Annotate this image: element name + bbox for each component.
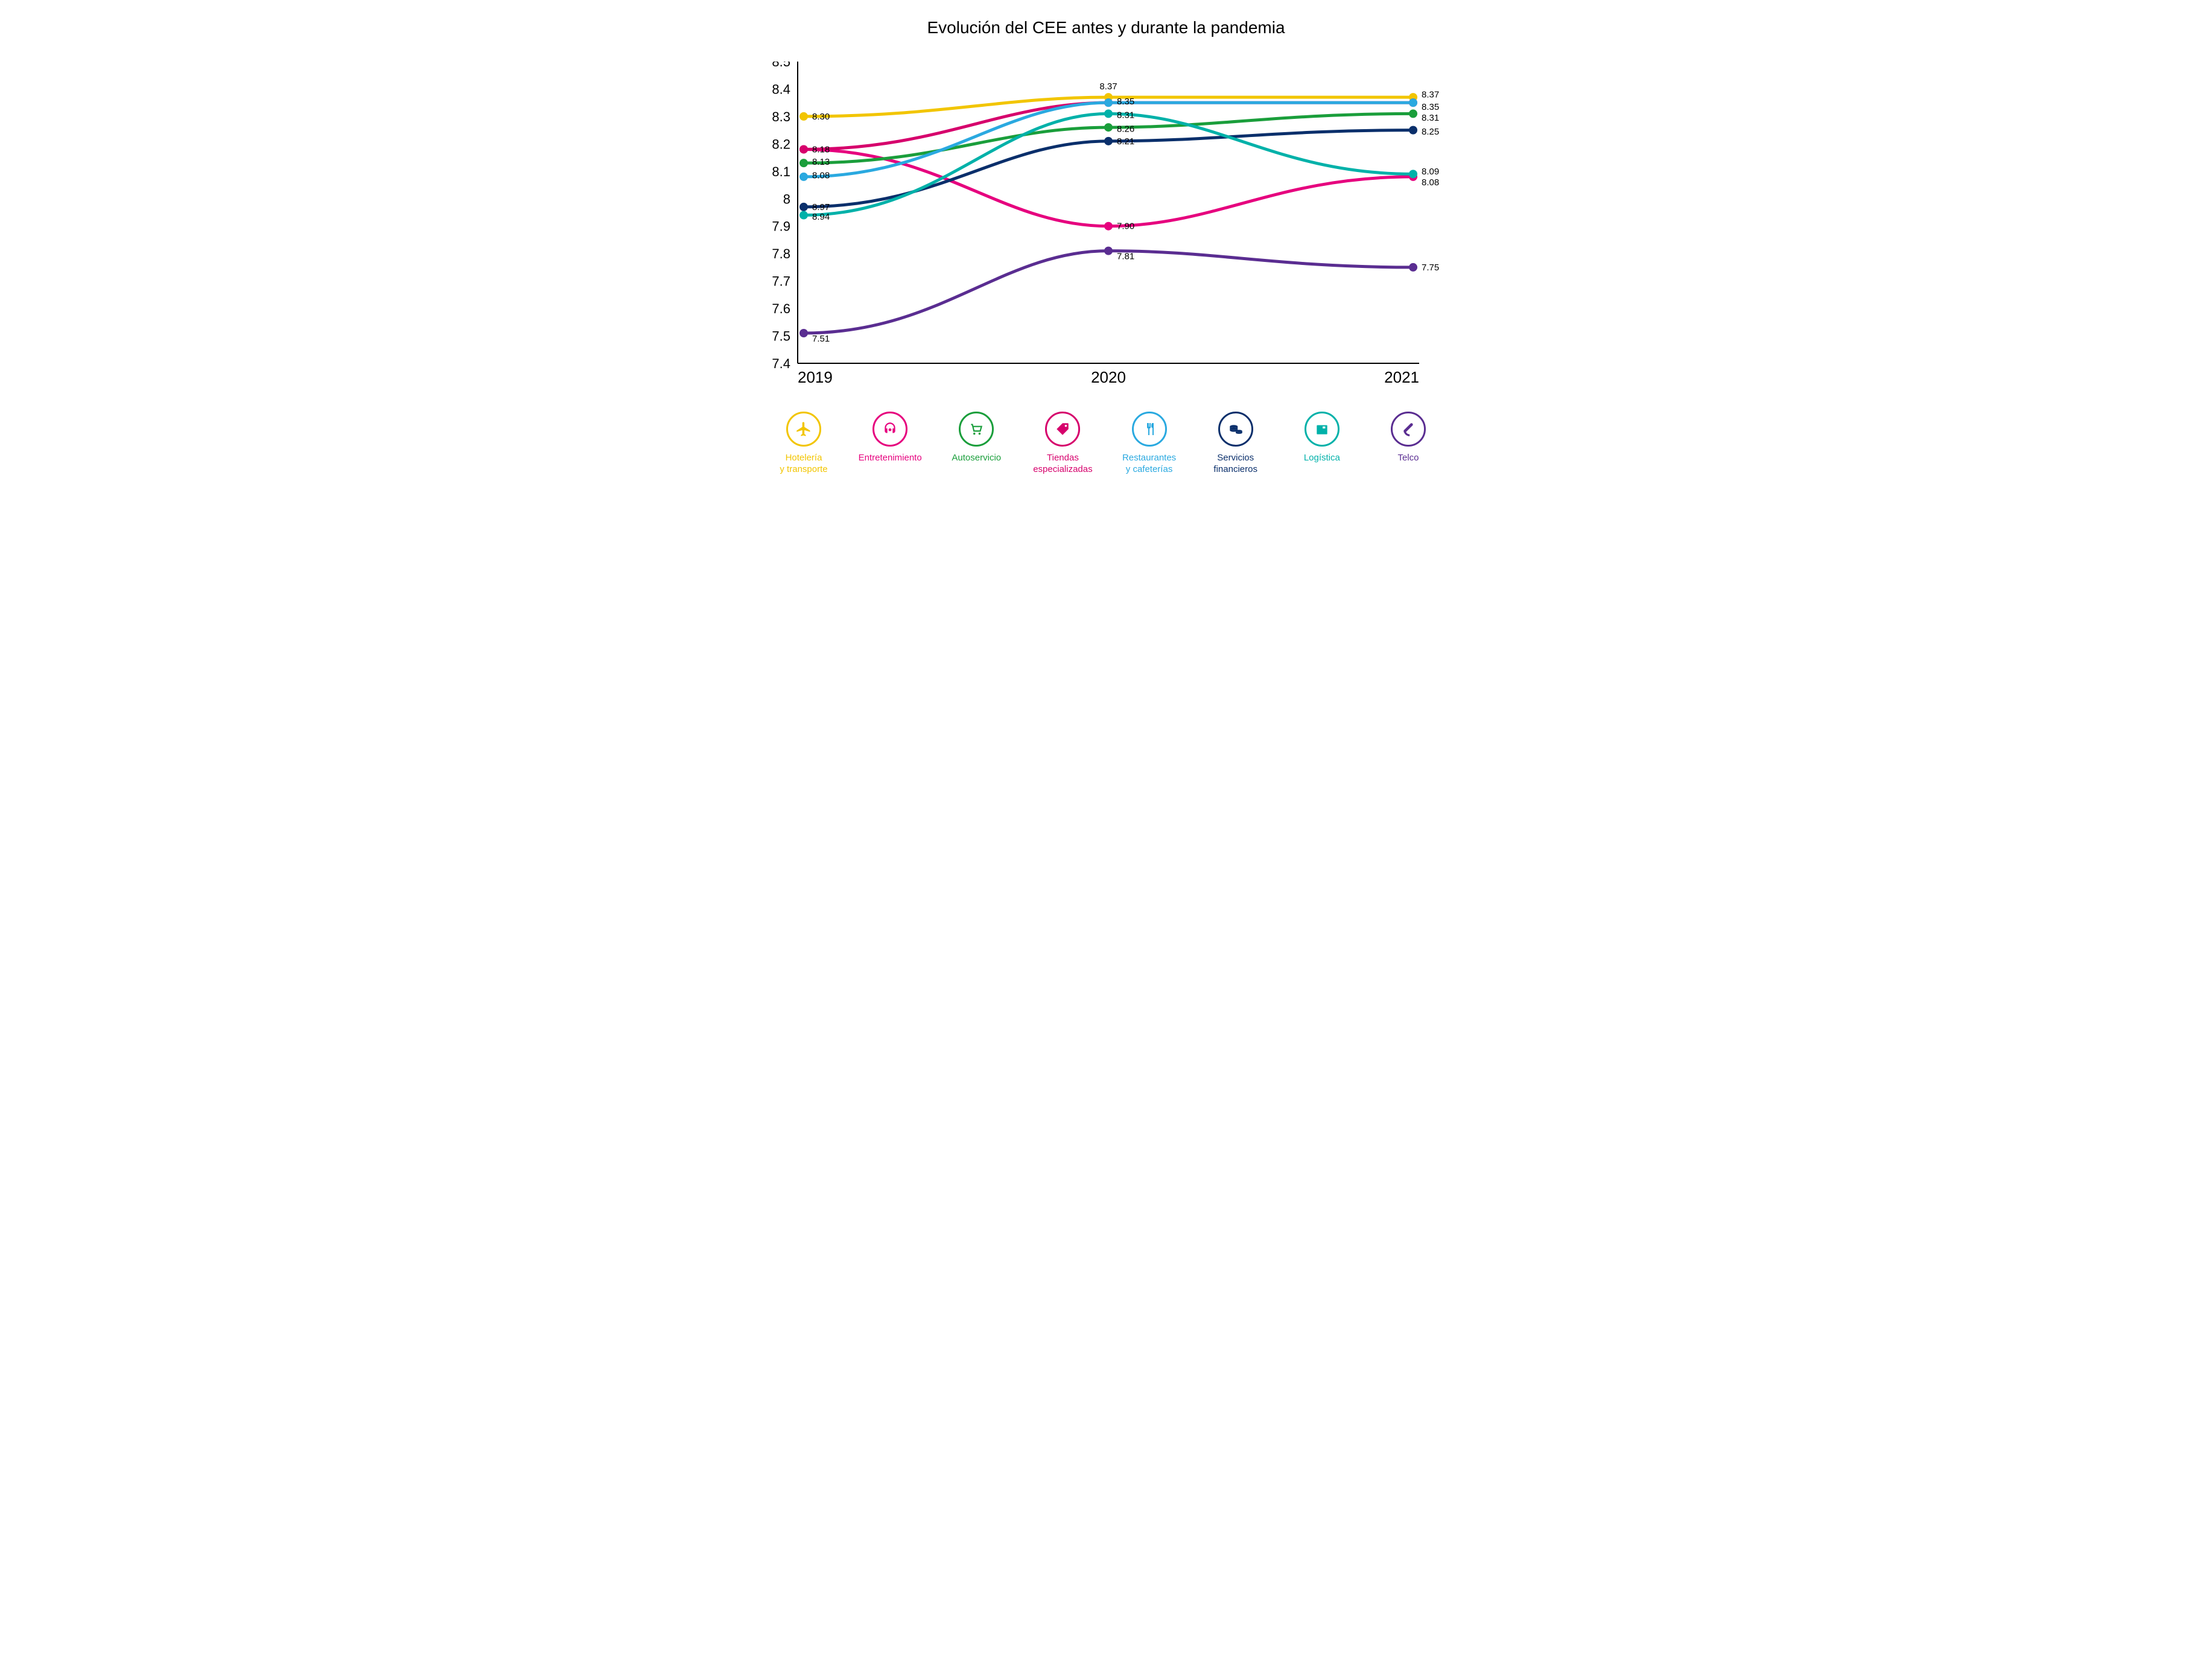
coins-icon bbox=[1218, 412, 1253, 447]
label-2019: 8.30 bbox=[812, 112, 830, 122]
marker-logistica-1 bbox=[1104, 109, 1113, 118]
svg-text:8.4: 8.4 bbox=[772, 81, 790, 97]
marker-servfin-0 bbox=[799, 203, 808, 211]
label-2021: 8.37 bbox=[1422, 90, 1439, 100]
legend-item-tiendas: Tiendasespecializadas bbox=[1020, 412, 1105, 476]
plane-icon bbox=[786, 412, 821, 447]
svg-text:2020: 2020 bbox=[1091, 368, 1126, 386]
label-2019: 8.08 bbox=[812, 171, 830, 181]
legend-label-telco: Telco bbox=[1397, 453, 1419, 464]
legend-item-restaurantes: Restaurantesy cafeterías bbox=[1107, 412, 1192, 476]
marker-hoteleria-0 bbox=[799, 112, 808, 121]
legend-label-autoservicio: Autoservicio bbox=[952, 453, 1001, 464]
utensils-icon bbox=[1132, 412, 1167, 447]
cart-icon bbox=[959, 412, 994, 447]
legend-label-logistica: Logística bbox=[1304, 453, 1340, 464]
label-2020: 7.90 bbox=[1117, 221, 1134, 232]
svg-text:7.9: 7.9 bbox=[772, 219, 790, 234]
marker-telco-0 bbox=[799, 329, 808, 337]
headset-icon bbox=[872, 412, 907, 447]
label-2021: 8.25 bbox=[1422, 127, 1439, 137]
label-2020: 8.31 bbox=[1117, 110, 1134, 121]
marker-autoservicio-0 bbox=[799, 159, 808, 167]
svg-text:7.8: 7.8 bbox=[772, 246, 790, 261]
marker-logistica-2 bbox=[1409, 170, 1417, 178]
label-2019: 8.94 bbox=[812, 212, 830, 222]
legend: Hoteleríay transporte Entretenimiento Auto… bbox=[755, 412, 1457, 476]
label-2019: 8.13 bbox=[812, 157, 830, 167]
marker-entretenimiento-1 bbox=[1104, 222, 1113, 231]
marker-restaurantes-1 bbox=[1104, 98, 1113, 107]
label-2021: 8.31 bbox=[1422, 113, 1439, 123]
marker-telco-1 bbox=[1104, 247, 1113, 255]
line-chart-svg: 7.4 7.5 7.6 7.7 7.8 7.9 8 8.1 8.2 8.3 8.4 8.5 2019 20… bbox=[755, 62, 1457, 400]
svg-text:7.5: 7.5 bbox=[772, 329, 790, 344]
svg-text:7.4: 7.4 bbox=[772, 356, 790, 371]
label-2020: 7.81 bbox=[1117, 252, 1134, 262]
legend-item-telco: Telco bbox=[1366, 412, 1451, 464]
svg-text:8.1: 8.1 bbox=[772, 164, 790, 179]
legend-label-entretenimiento: Entretenimiento bbox=[859, 453, 922, 464]
svg-text:7.6: 7.6 bbox=[772, 301, 790, 316]
satellite-icon bbox=[1391, 412, 1426, 447]
svg-text:8.3: 8.3 bbox=[772, 109, 790, 124]
label-2020: 8.26 bbox=[1117, 124, 1134, 134]
svg-text:8.5: 8.5 bbox=[772, 62, 790, 69]
legend-item-hoteleria: Hoteleríay transporte bbox=[761, 412, 846, 476]
label-2021: 8.08 bbox=[1422, 177, 1439, 188]
marker-restaurantes-0 bbox=[799, 173, 808, 181]
svg-text:2021: 2021 bbox=[1384, 368, 1419, 386]
svg-text:8.2: 8.2 bbox=[772, 136, 790, 151]
label-2020: 8.21 bbox=[1117, 136, 1134, 147]
marker-restaurantes-2 bbox=[1409, 98, 1417, 107]
label-2019: 7.51 bbox=[812, 334, 830, 344]
label-2020: 8.37 bbox=[1099, 81, 1117, 92]
marker-logistica-0 bbox=[799, 211, 808, 220]
label-2021: 8.35 bbox=[1422, 102, 1439, 112]
box-icon bbox=[1305, 412, 1340, 447]
chart-title: Evolución del CEE antes y durante la pan… bbox=[755, 18, 1457, 37]
marker-telco-2 bbox=[1409, 263, 1417, 272]
legend-item-entretenimiento: Entretenimiento bbox=[848, 412, 932, 464]
series-telco bbox=[804, 251, 1413, 333]
svg-text:8: 8 bbox=[783, 191, 790, 206]
label-2020: 8.35 bbox=[1117, 97, 1134, 107]
marker-autoservicio-2 bbox=[1409, 109, 1417, 118]
page: Evolución del CEE antes y durante la pan… bbox=[737, 0, 1475, 494]
label-2019: 8.18 bbox=[812, 144, 830, 154]
marker-servfin-2 bbox=[1409, 126, 1417, 135]
legend-label-hoteleria: Hoteleríay transporte bbox=[780, 453, 827, 476]
label-2021: 8.09 bbox=[1422, 167, 1439, 177]
legend-item-logistica: Logística bbox=[1280, 412, 1364, 464]
svg-text:2019: 2019 bbox=[798, 368, 833, 386]
label-2019: 8.97 bbox=[812, 202, 830, 212]
marker-tiendas-0 bbox=[799, 145, 808, 153]
series-entretenimiento bbox=[804, 149, 1413, 226]
label-2021: 7.75 bbox=[1422, 263, 1439, 273]
legend-item-autoservicio: Autoservicio bbox=[934, 412, 1019, 464]
svg-text:7.7: 7.7 bbox=[772, 274, 790, 289]
legend-item-servfin: Serviciosfinancieros bbox=[1193, 412, 1278, 476]
marker-autoservicio-1 bbox=[1104, 123, 1113, 132]
legend-label-restaurantes: Restaurantesy cafeterías bbox=[1122, 453, 1176, 476]
marker-servfin-1 bbox=[1104, 137, 1113, 145]
legend-label-servfin: Serviciosfinancieros bbox=[1213, 453, 1257, 476]
chart-area: 7.4 7.5 7.6 7.7 7.8 7.9 8 8.1 8.2 8.3 8.4 8.5 2019 20… bbox=[755, 62, 1457, 400]
legend-label-tiendas: Tiendasespecializadas bbox=[1033, 453, 1092, 476]
tag-icon bbox=[1045, 412, 1080, 447]
